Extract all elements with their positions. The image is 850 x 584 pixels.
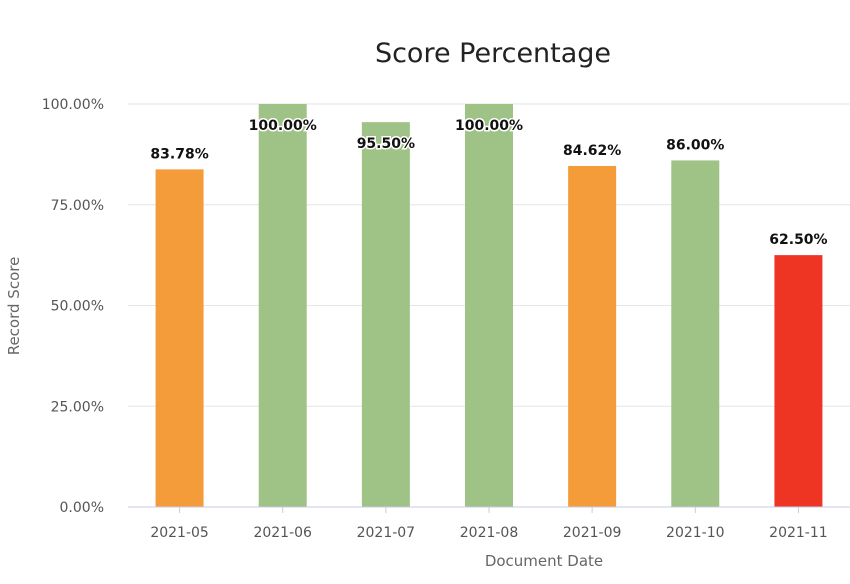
x-tick-label: 2021-06 (253, 525, 312, 541)
data-label: 100.00% (455, 118, 523, 134)
x-tick-label: 2021-11 (769, 525, 828, 541)
bar (774, 255, 823, 507)
y-tick-label: 50.00% (51, 299, 104, 315)
x-tick-label: 2021-09 (563, 525, 622, 541)
x-axis-ticks: 2021-05 2021-06 2021-07 2021-08 2021-09 2021-… (150, 507, 828, 541)
y-axis-ticks: 0.00% 25.00% 50.00% 75.00% 100.00% (42, 97, 104, 516)
x-tick-label: 2021-10 (666, 525, 725, 541)
data-label: 100.00% (249, 118, 317, 134)
x-axis-title: Document Date (485, 552, 603, 570)
y-tick-label: 100.00% (42, 97, 104, 113)
bar (671, 160, 720, 508)
x-tick-label: 2021-07 (357, 525, 416, 541)
y-axis-title: Record Score (5, 257, 23, 356)
y-tick-label: 75.00% (51, 198, 104, 214)
y-tick-label: 25.00% (51, 399, 104, 415)
chart-title: Score Percentage (375, 38, 611, 69)
data-label: 84.62% (563, 143, 621, 159)
data-label: 83.78% (150, 146, 208, 162)
bar (465, 104, 513, 507)
bar (155, 169, 204, 508)
bar (361, 122, 410, 507)
data-label: 62.50% (769, 232, 827, 248)
bar (568, 165, 617, 508)
data-labels: 83.78% 100.00% 95.50% 100.00% 84.62% 86.00% 62… (150, 117, 827, 249)
data-label: 86.00% (666, 137, 724, 153)
bars (155, 104, 823, 508)
bar (258, 104, 307, 507)
y-tick-label: 0.00% (60, 500, 104, 516)
x-tick-label: 2021-08 (460, 525, 519, 541)
data-label: 95.50% (357, 136, 415, 152)
x-tick-label: 2021-05 (150, 525, 209, 541)
